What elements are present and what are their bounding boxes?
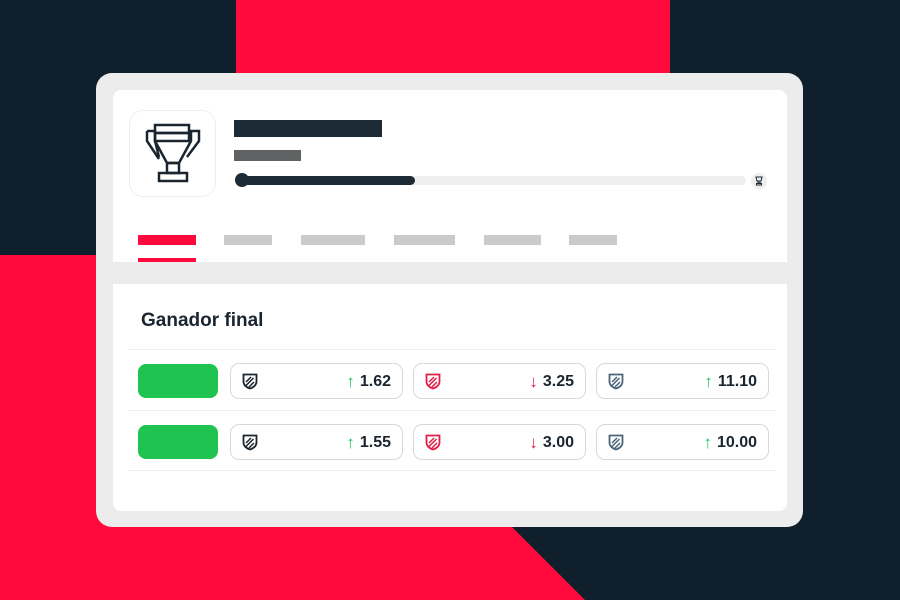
odds-value: 11.10 (717, 373, 757, 390)
arrow-up-icon: ↑ (703, 433, 712, 452)
progress-fill (236, 176, 415, 185)
shield-icon (608, 434, 624, 451)
odds-button[interactable]: ↑ 10.00 (596, 424, 769, 460)
odds-button[interactable]: ↑ 1.62 (230, 363, 403, 399)
event-card: Ganador final ↑ 1.62 ↓ 3.25 ↑ 11.10 ↑ 1.55 ↓… (96, 73, 803, 527)
odds-button[interactable]: ↑ 11.10 (596, 363, 769, 399)
odds-value: 1.62 (359, 373, 391, 390)
tab-5[interactable] (484, 235, 541, 245)
event-title-placeholder (234, 120, 382, 137)
shield-icon (608, 373, 624, 390)
competition-logo (129, 110, 216, 197)
market-row: ↑ 1.62 ↓ 3.25 ↑ 11.10 (128, 349, 775, 410)
progress-start-dot (235, 173, 249, 187)
tab-2[interactable] (224, 235, 272, 245)
tab-3[interactable] (301, 235, 365, 245)
arrow-up-icon: ↑ (346, 372, 355, 391)
selection-badge (138, 425, 218, 459)
odds-value: 3.25 (542, 373, 574, 390)
tab-6[interactable] (569, 235, 617, 245)
odds-button[interactable]: ↓ 3.25 (413, 363, 586, 399)
event-subtitle-placeholder (234, 150, 301, 161)
trophy-icon (751, 173, 767, 189)
market-title: Ganador final (141, 310, 264, 331)
event-header (113, 90, 787, 262)
odds-value: 10.00 (716, 434, 757, 451)
arrow-down-icon: ↓ (529, 372, 538, 391)
shield-icon (425, 373, 441, 390)
odds-value: 1.55 (359, 434, 391, 451)
tab-1[interactable] (138, 235, 196, 245)
odds-button[interactable]: ↑ 1.55 (230, 424, 403, 460)
shield-icon (242, 373, 258, 390)
progress-bar (235, 173, 746, 187)
odds-button[interactable]: ↓ 3.00 (413, 424, 586, 460)
market-row: ↑ 1.55 ↓ 3.00 ↑ 10.00 (128, 410, 775, 471)
shield-icon (425, 434, 441, 451)
arrow-up-icon: ↑ (704, 372, 713, 391)
trophy-icon (145, 123, 200, 182)
shield-icon (242, 434, 258, 451)
arrow-up-icon: ↑ (346, 433, 355, 452)
tab-4[interactable] (394, 235, 455, 245)
odds-value: 3.00 (542, 434, 574, 451)
active-tab-indicator (138, 258, 196, 262)
market-panel: Ganador final ↑ 1.62 ↓ 3.25 ↑ 11.10 ↑ 1.55 ↓… (113, 284, 787, 511)
arrow-down-icon: ↓ (529, 433, 538, 452)
selection-badge (138, 364, 218, 398)
